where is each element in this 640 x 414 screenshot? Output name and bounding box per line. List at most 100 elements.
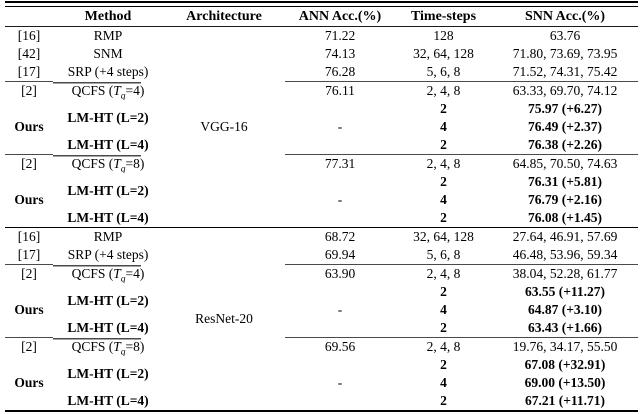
architecture-cell-resnet20: ResNet-20 (163, 227, 285, 411)
ann-cell: 69.94 (324, 247, 356, 262)
method-cell: QCFS (Tq=8) (53, 337, 163, 356)
snn-cell: 64.87 (+3.10) (527, 302, 603, 317)
method-cell: QCFS (Tq=8) (53, 154, 163, 173)
ann-cell: 69.56 (285, 337, 395, 356)
row-vgg-srp: [17] SRP (+4 steps) 76.28 5, 6, 8 71.52,… (5, 63, 638, 82)
ann-cell: 63.90 (285, 264, 395, 283)
cite-cell-ours: Ours (14, 119, 44, 134)
header-row: Method Architecture ANN Acc.(%) Time-ste… (5, 6, 638, 27)
snn-cell: 76.38 (+2.26) (527, 137, 603, 152)
method-cell: LM-HT (L=2) (67, 366, 149, 381)
cite-cell: [17] (17, 64, 41, 79)
method-text: =8) (125, 338, 145, 354)
header-snn-acc: SNN Acc.(%) (492, 6, 638, 27)
cite-cell: [16] (17, 28, 41, 43)
architecture-cell-vgg16: VGG-16 (200, 119, 248, 134)
method-text: =4) (125, 82, 145, 98)
snn-cell: 71.52, 74.31, 75.42 (512, 64, 618, 79)
ann-cell: 76.28 (324, 64, 356, 79)
method-text: QCFS ( (71, 265, 114, 281)
row-res2-lmht2-t2: Ours LM-HT (L=2) - 2 67.08 (+32.91) (5, 356, 638, 390)
method-cell: LM-HT (L=4) (67, 137, 149, 153)
snn-cell: 63.55 (+11.27) (524, 284, 606, 299)
ann-cell: 68.72 (285, 227, 395, 246)
time-cell: 128 (433, 28, 454, 43)
row-vgg2-lmht2-t4: 4 76.79 (+2.16) (5, 191, 638, 209)
time-cell: 2, 4, 8 (395, 81, 492, 100)
row-vgg-lmht2-t2: Ours LM-HT (L=2) - 2 75.97 (+6.27) (5, 100, 638, 134)
ann-cell: 76.11 (285, 81, 395, 100)
time-cell: 2, 4, 8 (395, 264, 492, 283)
header-architecture: Architecture (163, 6, 285, 27)
row-vgg-lmht2-t4: 4 76.49 (+2.37) (5, 118, 638, 136)
method-cell: LM-HT (L=4) (67, 210, 149, 225)
row-res2-lmht2-t4: 4 69.00 (+13.50) (5, 374, 638, 392)
method-cell: QCFS (Tq=4) (53, 264, 163, 283)
time-cell: 32, 64, 128 (395, 227, 492, 246)
method-text: =4) (125, 265, 145, 281)
snn-cell: 63.43 (+1.66) (527, 320, 603, 335)
cite-cell: [42] (17, 46, 41, 61)
tq-variable: Tq (113, 155, 126, 173)
cite-cell: [2] (5, 264, 53, 283)
row-vgg-qcfs8: [2] QCFS (Tq=8) 77.31 2, 4, 8 64.85, 70.… (5, 154, 638, 173)
snn-cell: 69.00 (+13.50) (524, 375, 606, 390)
cite-cell: [2] (5, 154, 53, 173)
method-cell: LM-HT (L=4) (67, 320, 149, 336)
snn-cell: 76.79 (+2.16) (527, 192, 603, 207)
time-cell: 4 (440, 192, 447, 207)
time-cell: 2 (440, 137, 447, 152)
snn-cell: 67.08 (+32.91) (524, 357, 606, 372)
method-text: =8) (125, 155, 145, 171)
time-cell: 2 (440, 174, 447, 189)
results-table: Method Architecture ANN Acc.(%) Time-ste… (5, 6, 638, 412)
cite-cell: [17] (17, 247, 41, 262)
method-cell: LM-HT (L=2) (67, 183, 149, 198)
snn-cell: 63.33, 69.70, 74.12 (492, 81, 638, 100)
method-cell: SNM (93, 46, 123, 61)
row-res-lmht4-t2: LM-HT (L=4) 2 63.43 (+1.66) (5, 319, 638, 338)
method-text: QCFS ( (71, 338, 114, 354)
tq-variable: Tq (113, 265, 126, 283)
row-res-lmht2-t4: 4 64.87 (+3.10) (5, 301, 638, 319)
snn-cell: 38.04, 52.28, 61.77 (492, 264, 638, 283)
time-cell: 2, 4, 8 (395, 154, 492, 173)
method-text: QCFS ( (71, 155, 114, 171)
method-cell: RMP (93, 28, 123, 43)
ann-cell-dash: - (337, 375, 343, 390)
snn-cell: 63.76 (549, 28, 581, 43)
cite-cell-ours: Ours (14, 375, 44, 390)
row-vgg2-lmht2-t2: Ours LM-HT (L=2) - 2 76.31 (+5.81) (5, 173, 638, 207)
time-cell: 2 (440, 357, 447, 372)
header-ann-acc: ANN Acc.(%) (285, 6, 395, 27)
header-method: Method (53, 6, 163, 27)
method-cell: RMP (53, 227, 163, 246)
ann-cell-dash: - (337, 302, 343, 317)
snn-cell: 64.85, 70.50, 74.63 (492, 154, 638, 173)
snn-cell: 76.49 (+2.37) (527, 119, 603, 134)
method-cell: LM-HT (L=2) (67, 293, 149, 308)
time-cell: 2 (440, 101, 447, 116)
time-cell: 2, 4, 8 (395, 337, 492, 356)
row-res-srp: [17] SRP (+4 steps) 69.94 5, 6, 8 46.48,… (5, 246, 638, 265)
method-cell: LM-HT (L=4) (67, 393, 149, 408)
time-cell: 2 (440, 210, 447, 225)
time-cell: 4 (440, 302, 447, 317)
tq-variable: Tq (113, 338, 126, 356)
method-text: QCFS ( (71, 82, 114, 98)
row-res-lmht2-t2: Ours LM-HT (L=2) - 2 63.55 (+11.27) (5, 283, 638, 317)
ann-cell: 74.13 (324, 46, 356, 61)
snn-cell: 75.97 (+6.27) (527, 101, 603, 116)
method-cell: SRP (+4 steps) (67, 64, 149, 80)
tq-variable: Tq (113, 82, 126, 100)
row-vgg-qcfs4: [2] QCFS (Tq=4) 76.11 2, 4, 8 63.33, 69.… (5, 81, 638, 100)
cite-cell: [2] (5, 337, 53, 356)
row-res2-lmht4-t2: LM-HT (L=4) 2 67.21 (+11.71) (5, 392, 638, 411)
snn-cell: 76.08 (+1.45) (527, 210, 603, 225)
row-res-rmp: [16] RMP ResNet-20 68.72 32, 64, 128 27.… (5, 227, 638, 411)
row-res-qcfs4: [2] QCFS (Tq=4) 63.90 2, 4, 8 38.04, 52.… (5, 264, 638, 283)
method-cell: QCFS (Tq=4) (53, 81, 163, 100)
time-cell: 32, 64, 128 (413, 46, 474, 61)
snn-cell: 76.31 (+5.81) (527, 174, 603, 189)
method-cell: LM-HT (L=2) (67, 110, 149, 125)
